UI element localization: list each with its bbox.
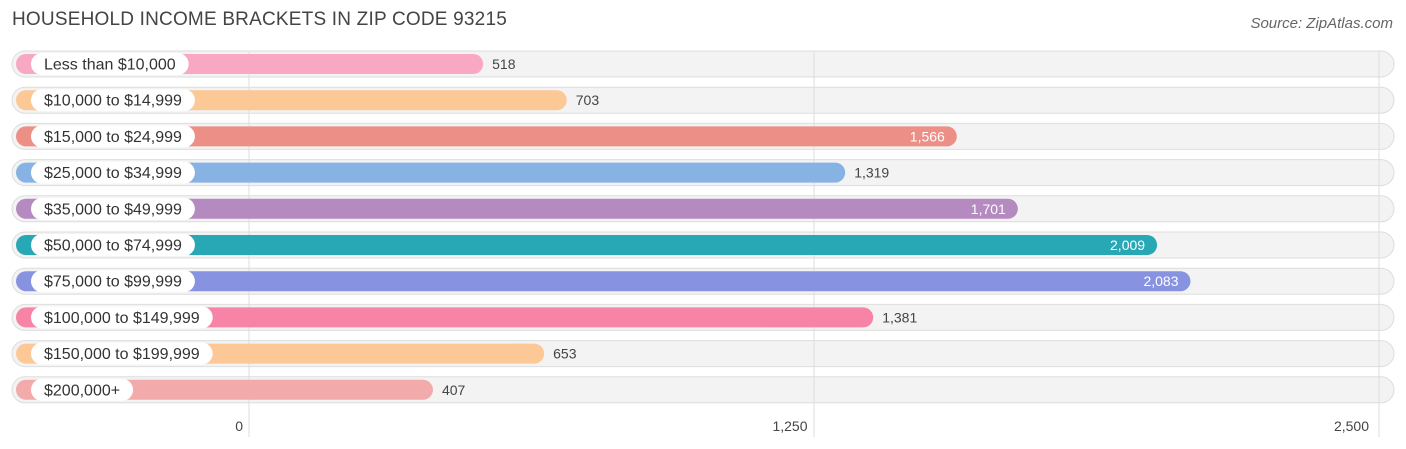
- value-label: 2,083: [1143, 273, 1178, 289]
- value-label: 1,381: [882, 309, 917, 325]
- category-label-pill: [31, 197, 195, 220]
- value-label: 703: [576, 92, 600, 108]
- chart-title: HOUSEHOLD INCOME BRACKETS IN ZIP CODE 93…: [12, 9, 507, 30]
- category-label-pill: [31, 161, 195, 184]
- category-label-pill: [31, 125, 195, 148]
- category-label: $50,000 to $74,999: [44, 238, 182, 255]
- x-tick-label: 1,250: [772, 418, 807, 434]
- category-label: $150,000 to $199,999: [44, 346, 200, 363]
- bar: [16, 235, 1158, 255]
- category-label: $10,000 to $14,999: [44, 93, 182, 110]
- x-tick-label: 0: [235, 418, 243, 434]
- bar: [16, 126, 957, 147]
- value-label: 407: [442, 382, 466, 398]
- category-label: $100,000 to $149,999: [44, 310, 200, 327]
- category-label-pill: [31, 234, 195, 256]
- value-label: 1,566: [910, 128, 945, 144]
- category-label-pill: [31, 342, 213, 365]
- category-label-pill: [31, 89, 195, 112]
- category-label: $75,000 to $99,999: [44, 274, 182, 291]
- category-label: Less than $10,000: [44, 57, 176, 74]
- bar: [16, 307, 874, 328]
- value-label: 1,319: [854, 165, 889, 181]
- category-label-pill: [31, 270, 195, 293]
- x-tick-label: 2,500: [1334, 418, 1369, 434]
- category-label: $25,000 to $34,999: [44, 165, 182, 182]
- value-label: 1,701: [971, 201, 1006, 217]
- category-label-pill: [31, 53, 189, 75]
- bar: [16, 271, 1191, 292]
- value-label: 2,009: [1110, 237, 1145, 253]
- category-label-pill: [31, 378, 134, 401]
- value-label: 653: [553, 346, 577, 362]
- category-label-pill: [31, 306, 213, 329]
- value-label: 518: [492, 56, 516, 72]
- category-label: $35,000 to $49,999: [44, 201, 182, 218]
- category-label: $15,000 to $24,999: [44, 129, 182, 146]
- bar: [16, 162, 846, 183]
- bar: [16, 198, 1018, 219]
- chart-source: Source: ZipAtlas.com: [1250, 15, 1393, 32]
- category-label: $200,000+: [44, 382, 120, 399]
